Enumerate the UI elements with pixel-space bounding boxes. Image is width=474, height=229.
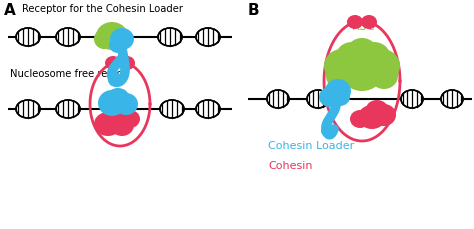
Ellipse shape <box>94 29 114 49</box>
Ellipse shape <box>120 110 140 128</box>
Ellipse shape <box>109 37 127 53</box>
Ellipse shape <box>16 100 40 118</box>
Ellipse shape <box>106 28 130 46</box>
Text: Receptor for the Cohesin Loader: Receptor for the Cohesin Loader <box>22 4 183 14</box>
Ellipse shape <box>340 51 384 91</box>
Ellipse shape <box>104 108 126 126</box>
Text: Nucleosome free region: Nucleosome free region <box>10 69 129 79</box>
Ellipse shape <box>108 73 124 87</box>
Ellipse shape <box>56 100 80 118</box>
Ellipse shape <box>366 100 388 118</box>
Text: RSC: RSC <box>352 20 376 33</box>
Ellipse shape <box>110 28 134 50</box>
Ellipse shape <box>347 15 363 29</box>
Ellipse shape <box>196 100 220 118</box>
Ellipse shape <box>196 28 220 46</box>
Ellipse shape <box>401 90 423 108</box>
Ellipse shape <box>350 110 370 128</box>
Ellipse shape <box>364 49 400 83</box>
Ellipse shape <box>358 42 390 70</box>
Ellipse shape <box>16 28 40 46</box>
Text: B: B <box>248 3 260 18</box>
Ellipse shape <box>96 22 128 50</box>
Ellipse shape <box>307 90 329 108</box>
Ellipse shape <box>160 100 184 118</box>
Ellipse shape <box>361 15 377 29</box>
Ellipse shape <box>114 93 138 115</box>
Ellipse shape <box>110 114 134 136</box>
Ellipse shape <box>326 63 354 89</box>
Ellipse shape <box>158 28 182 46</box>
Ellipse shape <box>94 112 122 136</box>
Ellipse shape <box>370 63 398 89</box>
Ellipse shape <box>358 105 386 129</box>
Text: A: A <box>4 3 16 18</box>
Ellipse shape <box>119 56 135 70</box>
Ellipse shape <box>372 104 396 126</box>
Ellipse shape <box>98 90 126 116</box>
Ellipse shape <box>336 42 368 70</box>
Ellipse shape <box>105 56 121 70</box>
Ellipse shape <box>321 125 335 137</box>
Ellipse shape <box>330 88 350 106</box>
Ellipse shape <box>107 34 125 50</box>
Ellipse shape <box>324 49 360 83</box>
Ellipse shape <box>347 38 377 64</box>
Text: Cohesin: Cohesin <box>268 161 312 171</box>
Ellipse shape <box>325 79 351 103</box>
Ellipse shape <box>107 88 129 106</box>
Ellipse shape <box>56 28 80 46</box>
Ellipse shape <box>319 87 341 107</box>
Text: Cohesin Loader: Cohesin Loader <box>268 141 354 151</box>
Ellipse shape <box>267 90 289 108</box>
Ellipse shape <box>441 90 463 108</box>
